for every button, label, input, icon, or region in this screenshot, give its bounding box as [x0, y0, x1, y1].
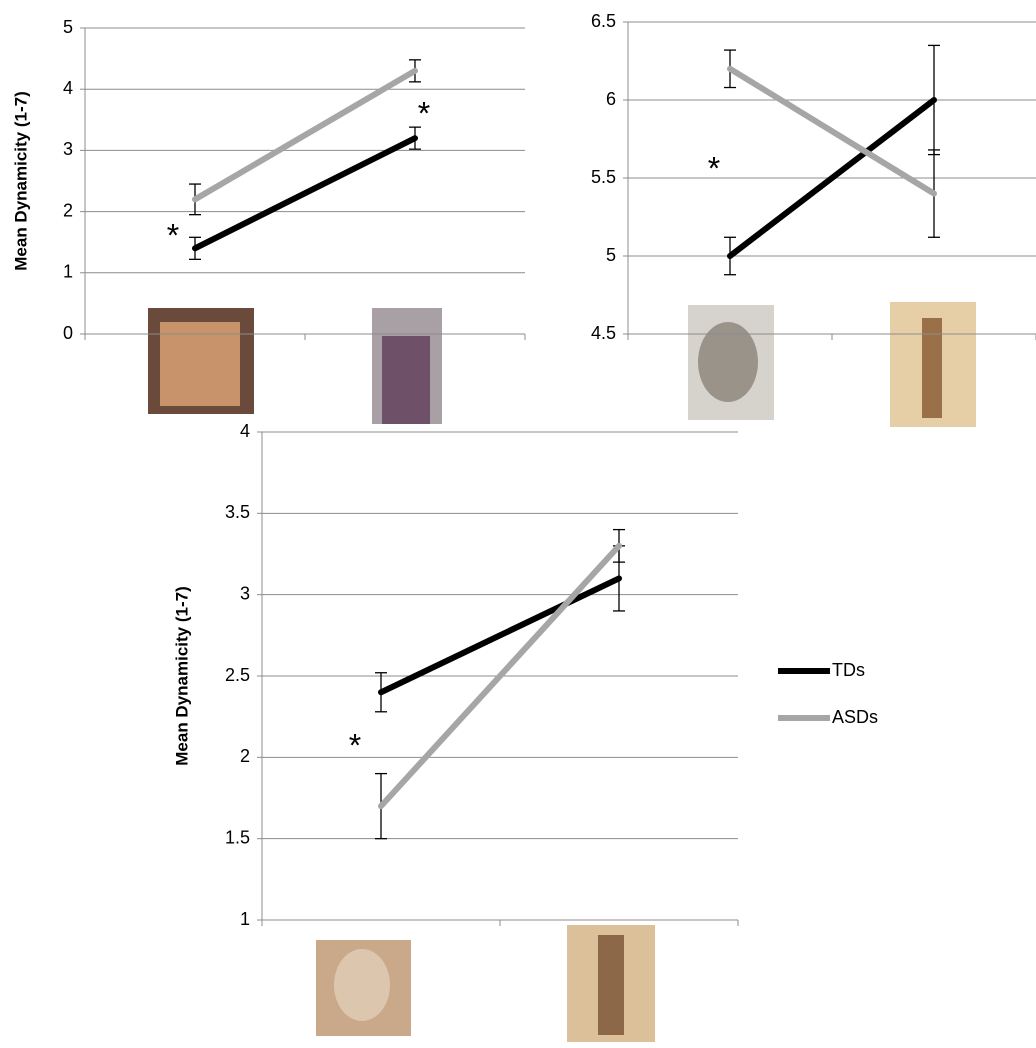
y-axis-label: Mean Dynamicity (1-7)	[11, 91, 30, 271]
y-tick-label: 5	[606, 245, 616, 265]
y-tick-label: 6	[606, 89, 616, 109]
legend-label: ASDs	[832, 707, 878, 727]
significance-marker: *	[418, 95, 430, 131]
series-line	[195, 71, 415, 200]
significance-marker: *	[349, 727, 361, 763]
y-tick-label: 4.5	[591, 323, 616, 343]
y-tick-label: 3.5	[225, 502, 250, 522]
y-tick-label: 0	[63, 323, 73, 343]
y-tick-label: 1	[240, 909, 250, 929]
y-axis-label: Mean Dynamicity (1-7)	[172, 586, 191, 766]
y-tick-label: 4	[240, 421, 250, 441]
y-tick-label: 4	[63, 78, 73, 98]
artwork-face-detail	[160, 322, 240, 406]
y-tick-label: 6.5	[591, 11, 616, 31]
significance-marker: *	[167, 217, 179, 253]
y-tick-label: 2	[240, 746, 250, 766]
artwork-sketch-nude-detail	[598, 935, 624, 1035]
artwork-sketch-woman-detail	[334, 949, 390, 1021]
y-tick-label: 3	[63, 139, 73, 159]
y-tick-label: 1.5	[225, 827, 250, 847]
y-tick-label: 2.5	[225, 665, 250, 685]
legend-label: TDs	[832, 660, 865, 680]
y-tick-label: 1	[63, 262, 73, 282]
y-tick-label: 3	[240, 583, 250, 603]
y-tick-label: 2	[63, 200, 73, 220]
artwork-figure-detail	[382, 336, 430, 424]
significance-marker: *	[708, 150, 720, 186]
y-tick-label: 5.5	[591, 167, 616, 187]
y-tick-label: 5	[63, 17, 73, 37]
series-line	[195, 138, 415, 248]
artwork-sketch-body-detail	[922, 318, 942, 418]
figure: 0 1 2 3 4 5 Mean Dynamicity (1-7) * * 4.5 5 5.5 6 6.5…	[0, 0, 1036, 1048]
